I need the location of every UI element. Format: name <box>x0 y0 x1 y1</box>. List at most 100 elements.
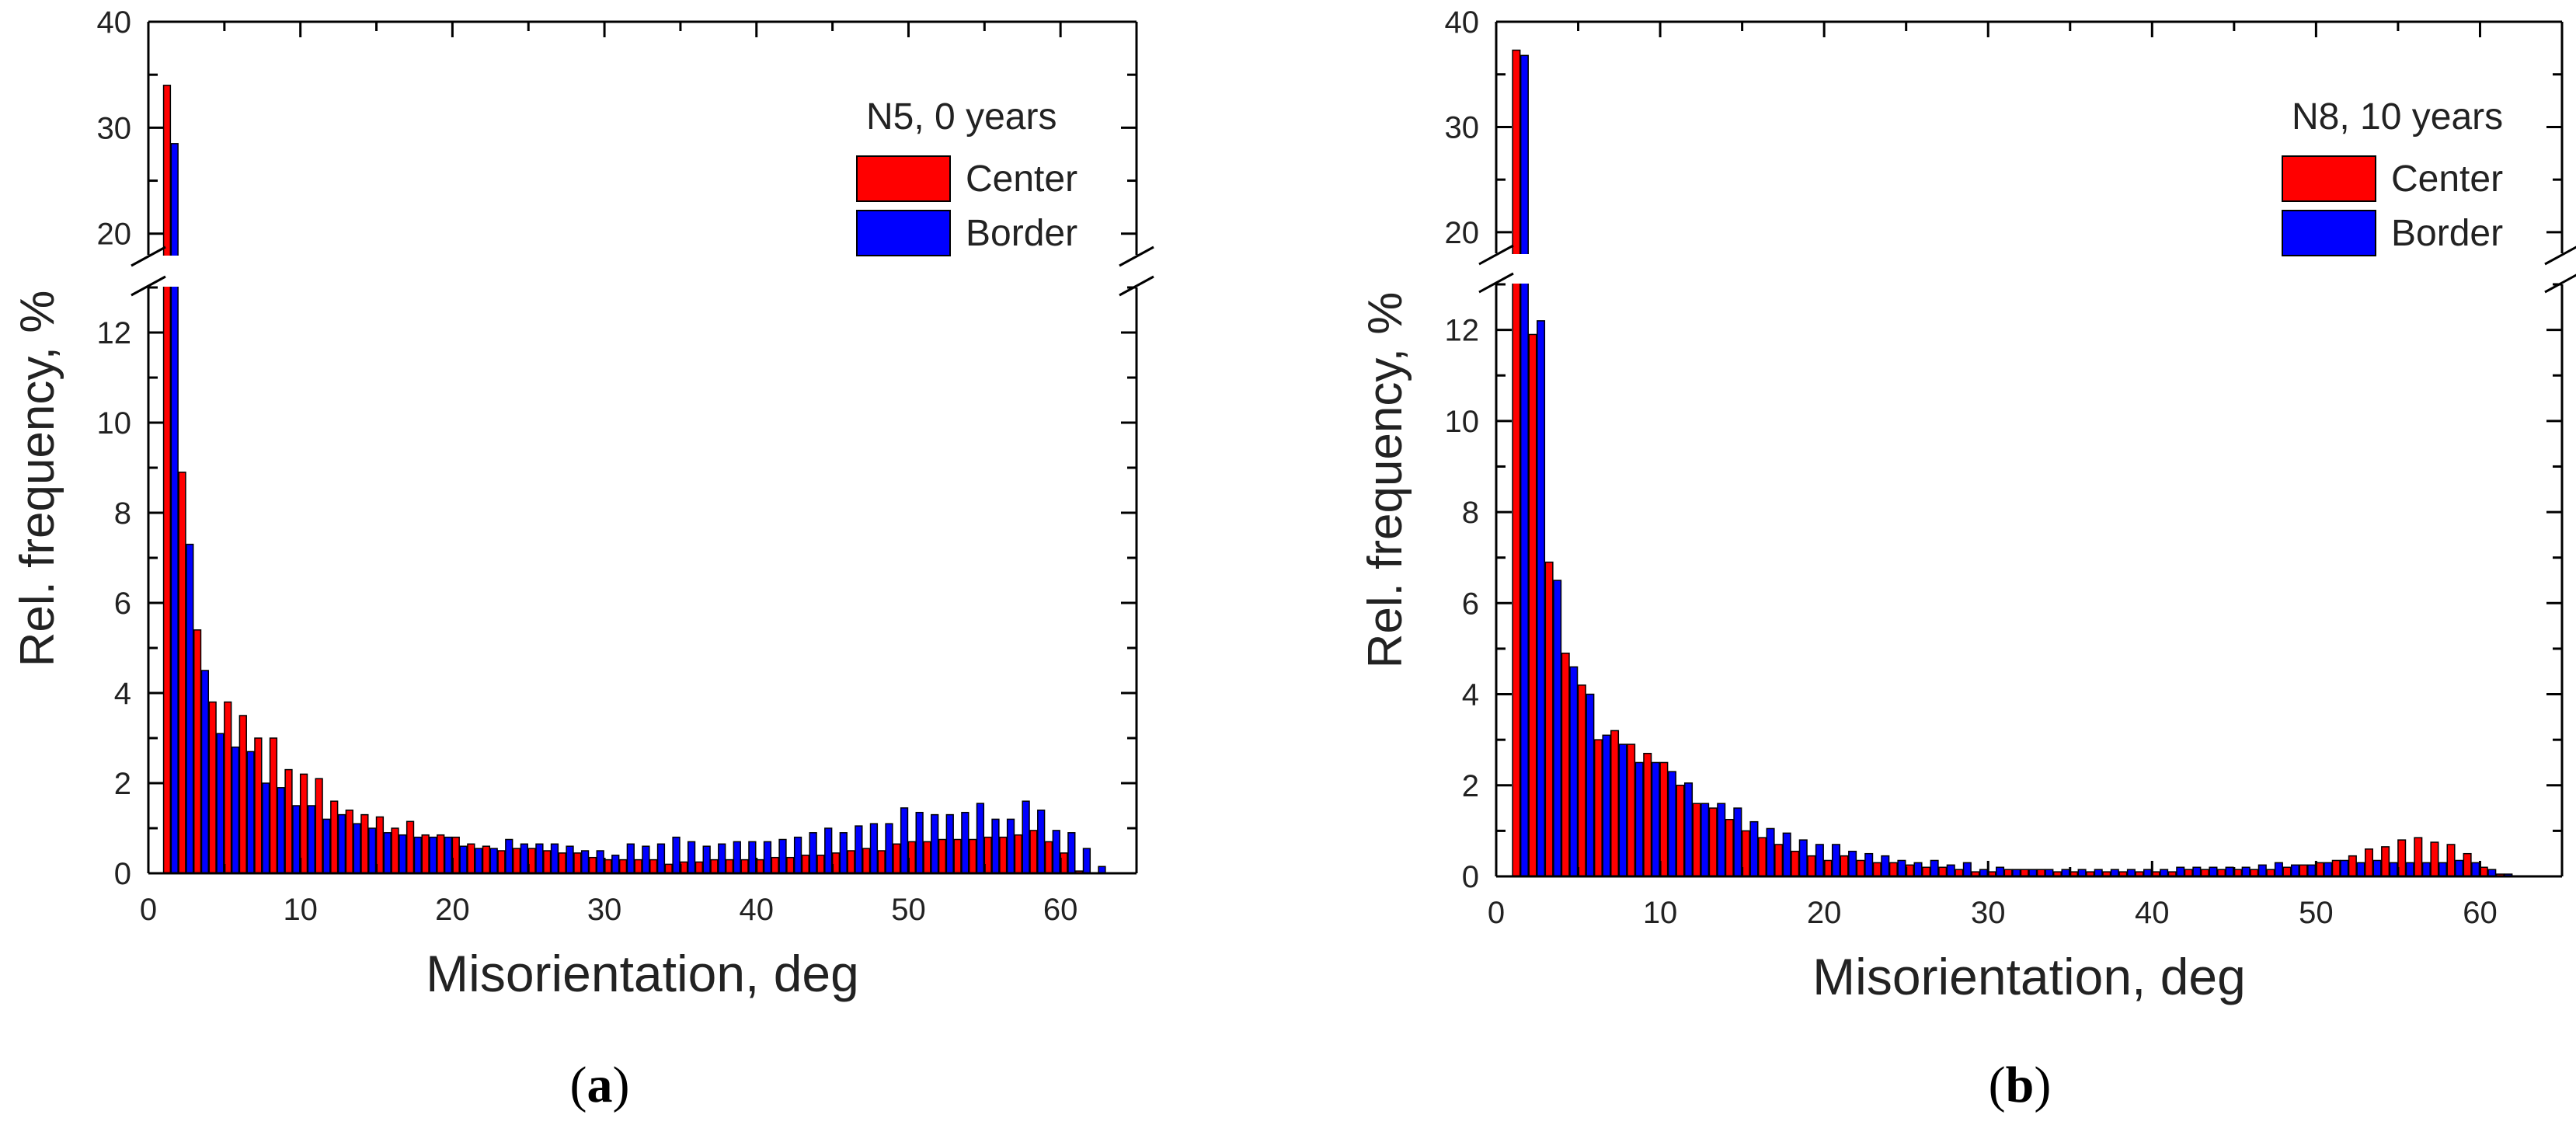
bar-center <box>1676 785 1685 877</box>
bar-border <box>444 836 453 874</box>
bar-center <box>1692 803 1701 877</box>
axis-break-marks <box>131 246 1154 297</box>
bar-center <box>208 701 217 874</box>
bar-border <box>520 843 528 874</box>
x-tick-label: 40 <box>2135 896 2170 930</box>
bar-center <box>1708 807 1718 877</box>
bar-center <box>801 855 810 874</box>
bar-center <box>315 778 323 874</box>
bar-border <box>353 823 361 874</box>
axes-frame <box>1495 20 2564 878</box>
bar-center <box>588 856 597 874</box>
bar-border <box>535 843 544 874</box>
bar-border <box>778 838 787 874</box>
bar-center <box>238 715 247 874</box>
bar-center <box>1938 866 1948 877</box>
y-tick-label: 40 <box>1445 5 1480 40</box>
bar-center <box>1528 333 1537 877</box>
bar-border <box>1749 820 1759 877</box>
bar-border <box>1634 761 1644 877</box>
break-mark <box>1478 244 1514 266</box>
bar-border <box>383 832 392 874</box>
bar-center <box>1888 862 1898 877</box>
bar-border <box>1006 818 1015 874</box>
bar-center <box>406 820 415 874</box>
bar-center <box>1725 818 1734 877</box>
bar-border <box>596 850 604 874</box>
bar-border <box>611 855 620 874</box>
y-tick-label: 30 <box>97 111 132 145</box>
bar-border <box>1782 832 1791 877</box>
y-tick-label: 2 <box>114 767 131 801</box>
legend: N8, 10 years Center Border <box>2282 96 2503 256</box>
bar-border <box>1930 859 1939 877</box>
bar-center <box>2414 837 2423 877</box>
legend-swatch-center <box>2282 155 2376 202</box>
bar-center <box>893 843 901 874</box>
y-axis-title: Rel. frequency, % <box>11 291 64 667</box>
bar-border <box>2209 866 2218 877</box>
bar-border <box>337 813 346 874</box>
bar-border <box>246 751 255 874</box>
bar-center <box>740 859 749 874</box>
bar-center <box>512 848 521 874</box>
bar-border <box>1618 744 1627 877</box>
bar-center <box>694 861 704 874</box>
bar-center <box>1561 653 1570 877</box>
legend-swatch-center <box>856 155 951 202</box>
bar-center <box>482 845 491 874</box>
bar-center <box>437 834 445 874</box>
y-tick-label: 12 <box>1445 314 1480 348</box>
bar-center <box>725 859 734 874</box>
bar-border <box>566 845 574 874</box>
bar-border <box>1798 839 1808 877</box>
break-mark <box>131 275 166 297</box>
bar-center <box>1922 866 1931 877</box>
y-tick-label: 30 <box>1445 110 1480 145</box>
bar-border <box>1913 862 1923 877</box>
bar-center <box>938 838 947 874</box>
x-tick-label: 30 <box>1971 896 2006 930</box>
panel-letter: b <box>2006 1057 2035 1113</box>
bar-center <box>543 850 552 874</box>
break-mark <box>1119 275 1154 297</box>
axis-break-marks <box>1478 244 2576 294</box>
bar-border <box>915 811 924 874</box>
bar-border <box>2372 859 2382 877</box>
legend-label-center: Center <box>2391 158 2503 200</box>
bar-border <box>2438 862 2447 877</box>
bar-center <box>664 863 673 874</box>
bar-border <box>1519 54 1529 877</box>
break-mark <box>1119 246 1154 267</box>
bar-center <box>1840 855 1849 877</box>
bar-border <box>1569 666 1579 877</box>
bar-center <box>2282 866 2292 877</box>
ticks <box>147 20 1138 875</box>
bar-center <box>847 850 855 874</box>
y-tick-label: 10 <box>97 406 132 441</box>
legend-swatch-border <box>2282 210 2376 256</box>
bar-border <box>1553 580 1562 877</box>
x-tick-label: 20 <box>1807 896 1842 930</box>
bar-border <box>2290 864 2300 877</box>
bar-center <box>1856 859 1865 877</box>
bar-center <box>558 852 566 874</box>
x-tick-label: 0 <box>1488 896 1505 930</box>
bar-border <box>2405 862 2414 877</box>
bar-border <box>307 805 316 874</box>
y-tick-label: 4 <box>114 677 131 711</box>
bar-border <box>1602 734 1611 877</box>
bar-border <box>869 823 879 874</box>
bars <box>162 85 1106 874</box>
bar-border <box>459 845 468 874</box>
bar-border <box>550 843 559 874</box>
bar-border <box>793 836 802 874</box>
bar-border <box>687 841 696 874</box>
y-tick-label: 10 <box>1445 405 1480 439</box>
bar-border <box>1766 827 1775 877</box>
bar-border <box>855 825 863 874</box>
bar-border <box>2274 862 2283 877</box>
bar-border <box>976 803 985 874</box>
bar-center <box>1577 684 1586 877</box>
